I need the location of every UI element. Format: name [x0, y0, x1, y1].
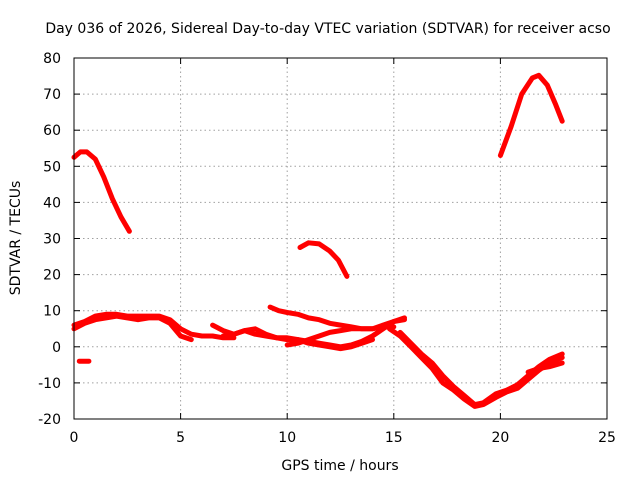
x-tick-label: 20	[491, 430, 509, 446]
y-tick-label: 60	[43, 123, 61, 139]
y-tick-label: 10	[43, 304, 61, 320]
y-tick-label: 20	[43, 268, 61, 284]
y-tick-label: 40	[43, 195, 61, 211]
y-tick-label: 50	[43, 159, 61, 175]
x-tick-label: 15	[385, 430, 403, 446]
y-tick-label: 80	[43, 51, 61, 67]
y-tick-label: 0	[52, 340, 61, 356]
x-tick-label: 10	[278, 430, 296, 446]
y-tick-label: -20	[38, 412, 61, 428]
y-tick-label: 30	[43, 232, 61, 248]
x-tick-label: 25	[598, 430, 616, 446]
series-arc-f	[71, 313, 194, 343]
series-arc-a	[71, 149, 132, 234]
x-axis-label: GPS time / hours	[281, 458, 398, 474]
y-tick-label: 70	[43, 87, 61, 103]
grid	[74, 58, 607, 419]
chart-title: Day 036 of 2026, Sidereal Day-to-day VTE…	[45, 21, 610, 37]
x-tick-label: 0	[70, 430, 79, 446]
series-arc-h	[220, 328, 375, 352]
series-arc-m	[525, 360, 565, 375]
series-arc-j	[284, 317, 407, 348]
series-layer	[71, 72, 565, 409]
y-tick-label: -10	[38, 376, 61, 392]
series-arc-c	[297, 240, 350, 279]
axis-ticks: 0 5 10 15 20 25 -20 -10 0 10 20 30 40 50 60 70 80	[38, 51, 616, 446]
series-arc-d	[497, 72, 565, 158]
x-tick-label: 5	[176, 430, 185, 446]
y-axis-label: SDTVAR / TECUs	[8, 181, 24, 296]
